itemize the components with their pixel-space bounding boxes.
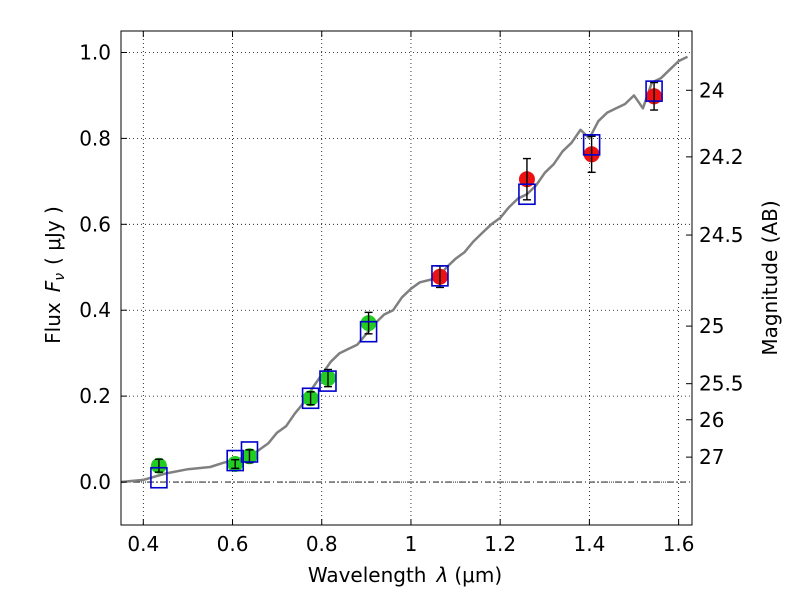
- y2-tick-label: 27: [699, 445, 724, 469]
- y-tick-label: 0.8: [79, 126, 111, 150]
- y-tick-label: 0.2: [79, 384, 111, 408]
- plot-frame: [120, 30, 693, 526]
- y-tick-label: 1.0: [79, 40, 111, 64]
- ticks-layer: 0.4 0.6 0.8 1 1.2 1.4 1.6 0.0 0.2 0.4 0.6 0.8 1.0 24 2…: [79, 31, 744, 556]
- x-axis-label: Wavelength λ (μm): [308, 563, 502, 587]
- points-layer: [150, 88, 663, 474]
- model-band-square: [582, 134, 601, 156]
- model-band-square: [301, 387, 320, 410]
- y2-tick-label: 26: [699, 408, 724, 432]
- y2-tick-label: 25.5: [699, 372, 744, 396]
- y2-axis-label: Magnitude (AB): [758, 200, 782, 355]
- x-tick-label: 1.4: [573, 532, 605, 556]
- y2-tick-label: 24: [699, 78, 724, 102]
- grid: [121, 31, 692, 525]
- model-band-square: [226, 449, 244, 472]
- x-tick-label: 1.2: [484, 532, 516, 556]
- model-band-square: [319, 370, 337, 392]
- x-tick-label: 0.4: [127, 532, 159, 556]
- y2-tick-label: 24.5: [699, 223, 744, 247]
- y-axis-label: FluxFν( μJy ): [41, 206, 68, 344]
- model-band-square: [359, 320, 378, 343]
- y2-tick-label: 25: [699, 314, 724, 338]
- x-tick-label: 1.6: [663, 532, 695, 556]
- y2-tick-label: 24.2: [699, 145, 744, 169]
- errorbar-layer: [154, 81, 659, 473]
- y-tick-label: 0.0: [79, 470, 111, 494]
- x-tick-label: 1: [405, 532, 418, 556]
- y-tick-label: 0.6: [79, 212, 111, 236]
- model-band-square: [431, 265, 449, 287]
- squares-layer: [150, 80, 663, 489]
- spectrum-line: [120, 55, 689, 484]
- x-tick-label: 0.6: [217, 532, 249, 556]
- model-band-square: [150, 466, 168, 489]
- model-band-square: [240, 441, 259, 463]
- x-tick-label: 0.8: [306, 532, 338, 556]
- spectrum-layer: [120, 55, 689, 484]
- y-tick-label: 0.4: [79, 298, 111, 322]
- model-band-square: [645, 80, 663, 102]
- model-band-square: [518, 183, 536, 206]
